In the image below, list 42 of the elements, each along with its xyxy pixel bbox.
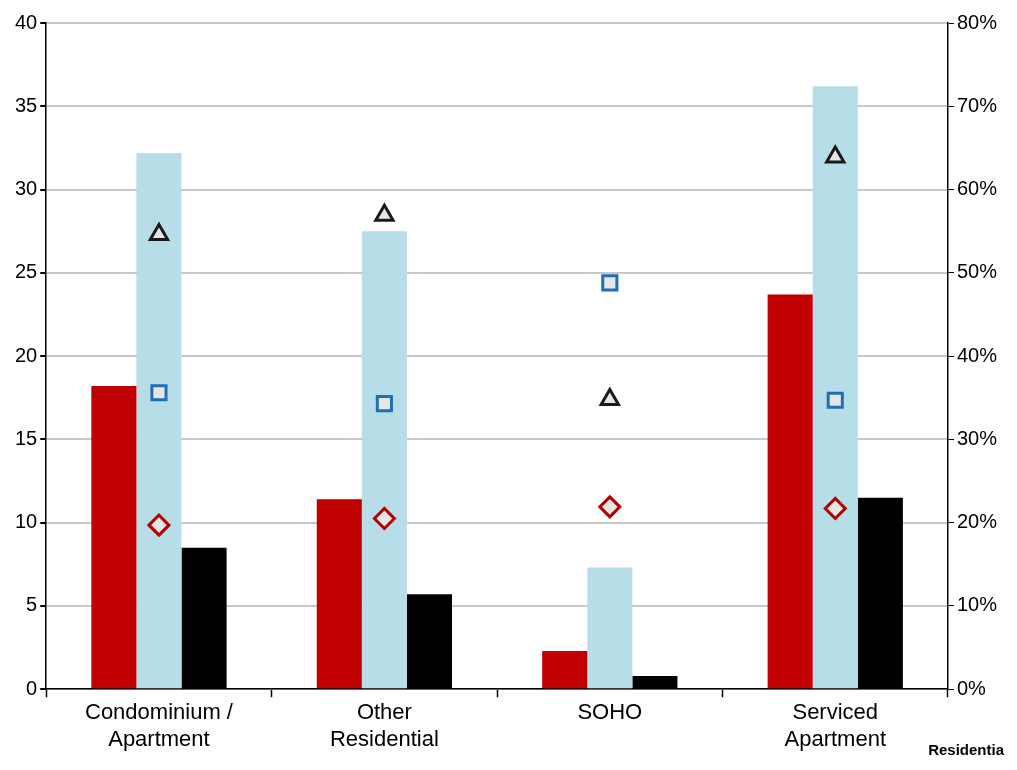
y2-tick-label: 0% xyxy=(956,676,987,699)
x-tick-label: Serviced Apartment xyxy=(784,699,887,751)
point xyxy=(601,274,619,292)
y-tick-label: 25 xyxy=(15,260,38,283)
bar xyxy=(812,86,858,689)
bar xyxy=(91,386,137,689)
point xyxy=(826,391,844,409)
point xyxy=(375,395,393,413)
point xyxy=(823,496,847,520)
y2-tick-label: 20% xyxy=(956,510,998,533)
bar xyxy=(587,567,633,689)
bar xyxy=(316,499,362,689)
y-tick-label: 30 xyxy=(15,177,38,200)
y-tick-label: 40 xyxy=(15,10,38,33)
bar xyxy=(361,231,407,689)
point xyxy=(147,513,171,537)
y2-tick-label: 70% xyxy=(956,93,998,116)
y-tick-label: 10 xyxy=(15,510,38,533)
y-tick-label: 35 xyxy=(15,93,38,116)
x-tick-label: Other Residential xyxy=(329,699,439,751)
point xyxy=(372,506,396,530)
y-tick-label: 15 xyxy=(15,426,38,449)
point xyxy=(598,495,622,519)
y2-tick-label: 60% xyxy=(956,177,998,200)
y2-tick-label: 40% xyxy=(956,343,998,366)
bar xyxy=(136,152,182,689)
point xyxy=(150,384,168,402)
point xyxy=(825,145,846,164)
x-tick-label: Condominium / Apartment xyxy=(84,699,234,751)
x-tick-label: SOHO xyxy=(577,699,643,725)
y-tick-label: 5 xyxy=(26,593,38,616)
bar xyxy=(542,650,588,689)
y-tick-label: 20 xyxy=(15,343,38,366)
y2-tick-label: 10% xyxy=(956,593,998,616)
y2-tick-label: 80% xyxy=(956,10,998,33)
point xyxy=(148,223,170,242)
y2-tick-label: 50% xyxy=(956,260,998,283)
point xyxy=(374,203,395,222)
y-tick-label: 0 xyxy=(26,676,38,699)
bar xyxy=(767,294,813,689)
text: Residentia xyxy=(928,740,1005,758)
y2-tick-label: 30% xyxy=(956,426,998,449)
